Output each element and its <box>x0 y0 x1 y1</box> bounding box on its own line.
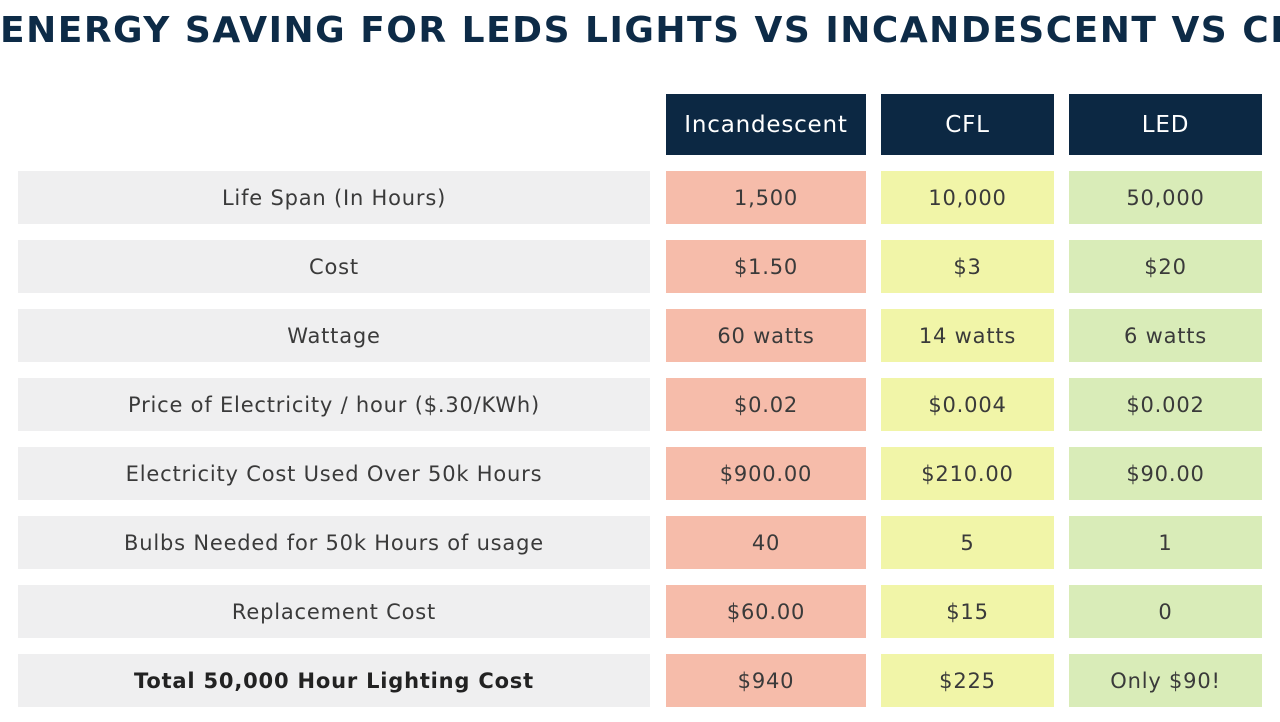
table-cell: 60 watts <box>666 309 866 362</box>
page-title: ENERGY SAVING FOR LEDS LIGHTS VS INCANDE… <box>0 10 1280 51</box>
table-cell: $900.00 <box>666 447 866 500</box>
table-cell: $15 <box>881 585 1054 638</box>
table-cell: $0.002 <box>1069 378 1262 431</box>
table-cell: $0.02 <box>666 378 866 431</box>
table-cell: $1.50 <box>666 240 866 293</box>
row-label: Bulbs Needed for 50k Hours of usage <box>18 516 650 569</box>
table-cell: $3 <box>881 240 1054 293</box>
table-cell: 10,000 <box>881 171 1054 224</box>
table-cell: $20 <box>1069 240 1262 293</box>
column-header: CFL <box>881 94 1054 155</box>
table-cell: 1 <box>1069 516 1262 569</box>
table-cell: 5 <box>881 516 1054 569</box>
table-cell: $60.00 <box>666 585 866 638</box>
table-cell: $210.00 <box>881 447 1054 500</box>
table-cell: 40 <box>666 516 866 569</box>
table-cell: 1,500 <box>666 171 866 224</box>
row-label: Wattage <box>18 309 650 362</box>
row-label: Total 50,000 Hour Lighting Cost <box>18 654 650 707</box>
row-label: Electricity Cost Used Over 50k Hours <box>18 447 650 500</box>
row-label: Price of Electricity / hour ($.30/KWh) <box>18 378 650 431</box>
table-cell: $90.00 <box>1069 447 1262 500</box>
table-cell: Only $90! <box>1069 654 1262 707</box>
table-cell: $0.004 <box>881 378 1054 431</box>
table-cell: $940 <box>666 654 866 707</box>
table-cell: 50,000 <box>1069 171 1262 224</box>
column-header: Incandescent <box>666 94 866 155</box>
row-label: Replacement Cost <box>18 585 650 638</box>
table-cell: $225 <box>881 654 1054 707</box>
table-cell: 14 watts <box>881 309 1054 362</box>
column-header: LED <box>1069 94 1262 155</box>
row-label: Life Span (In Hours) <box>18 171 650 224</box>
table-cell: 6 watts <box>1069 309 1262 362</box>
row-label: Cost <box>18 240 650 293</box>
table-cell: 0 <box>1069 585 1262 638</box>
